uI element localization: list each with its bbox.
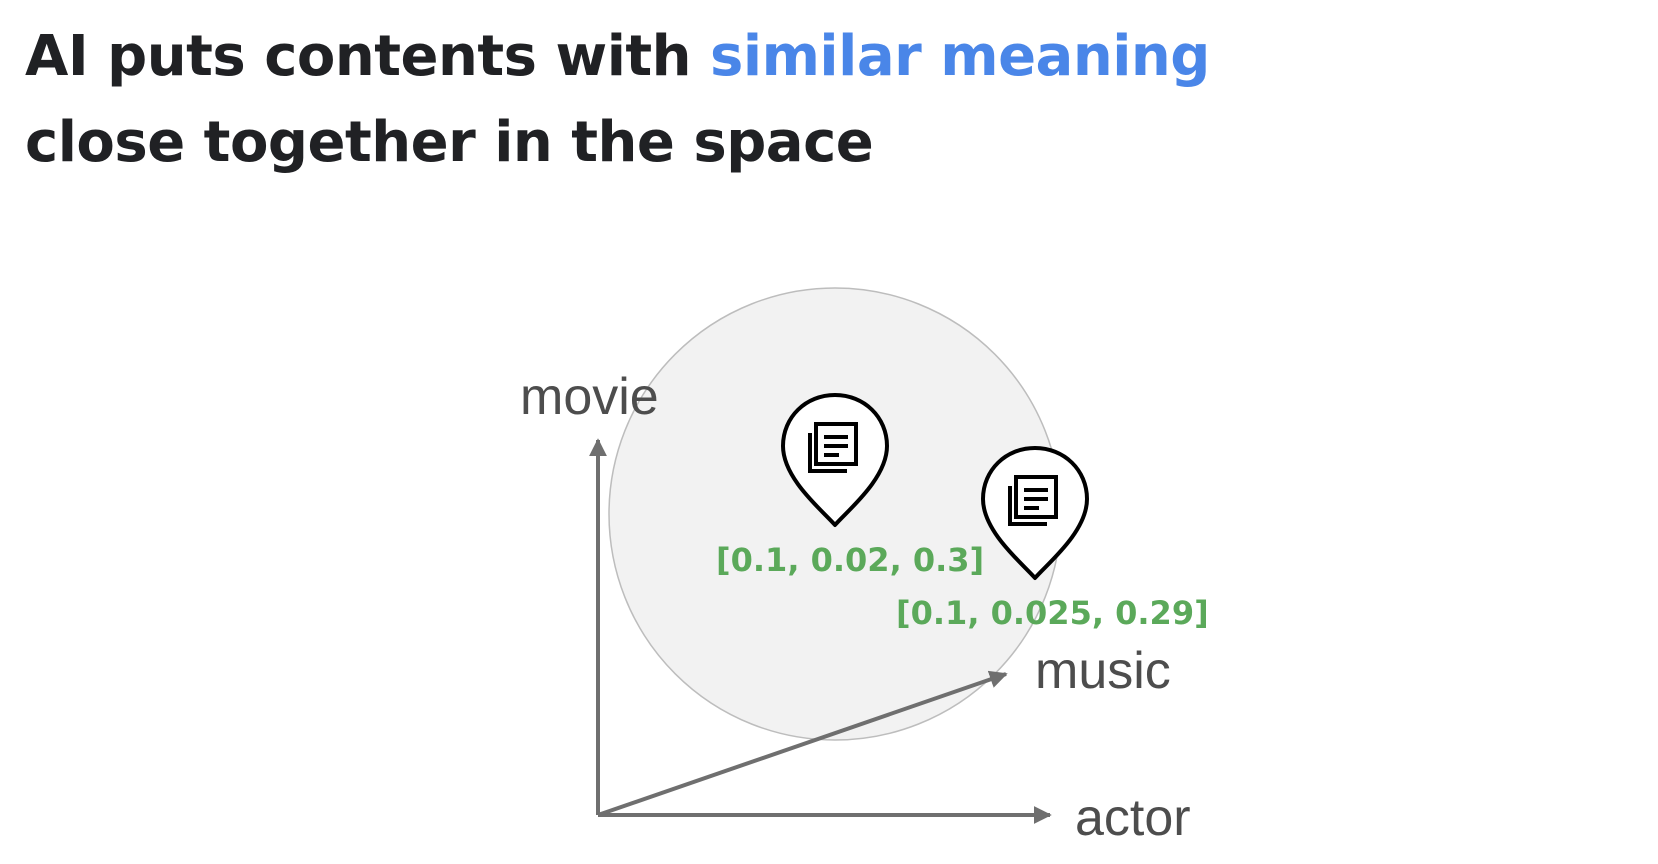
vector-label-1: [0.1, 0.02, 0.3] (716, 541, 984, 579)
title-line-2: close together in the space (25, 110, 874, 175)
slide-title: AI puts contents with similar meaning cl… (25, 14, 1210, 186)
title-prefix: AI puts contents with (25, 24, 711, 89)
axis-label-music: music (1035, 642, 1171, 700)
title-highlight: similar meaning (710, 24, 1210, 89)
z-axis (597, 670, 1008, 817)
vector-label-2: [0.1, 0.025, 0.29] (896, 594, 1209, 632)
axis-label-movie: movie (520, 368, 659, 426)
axis-label-actor: actor (1075, 789, 1191, 847)
